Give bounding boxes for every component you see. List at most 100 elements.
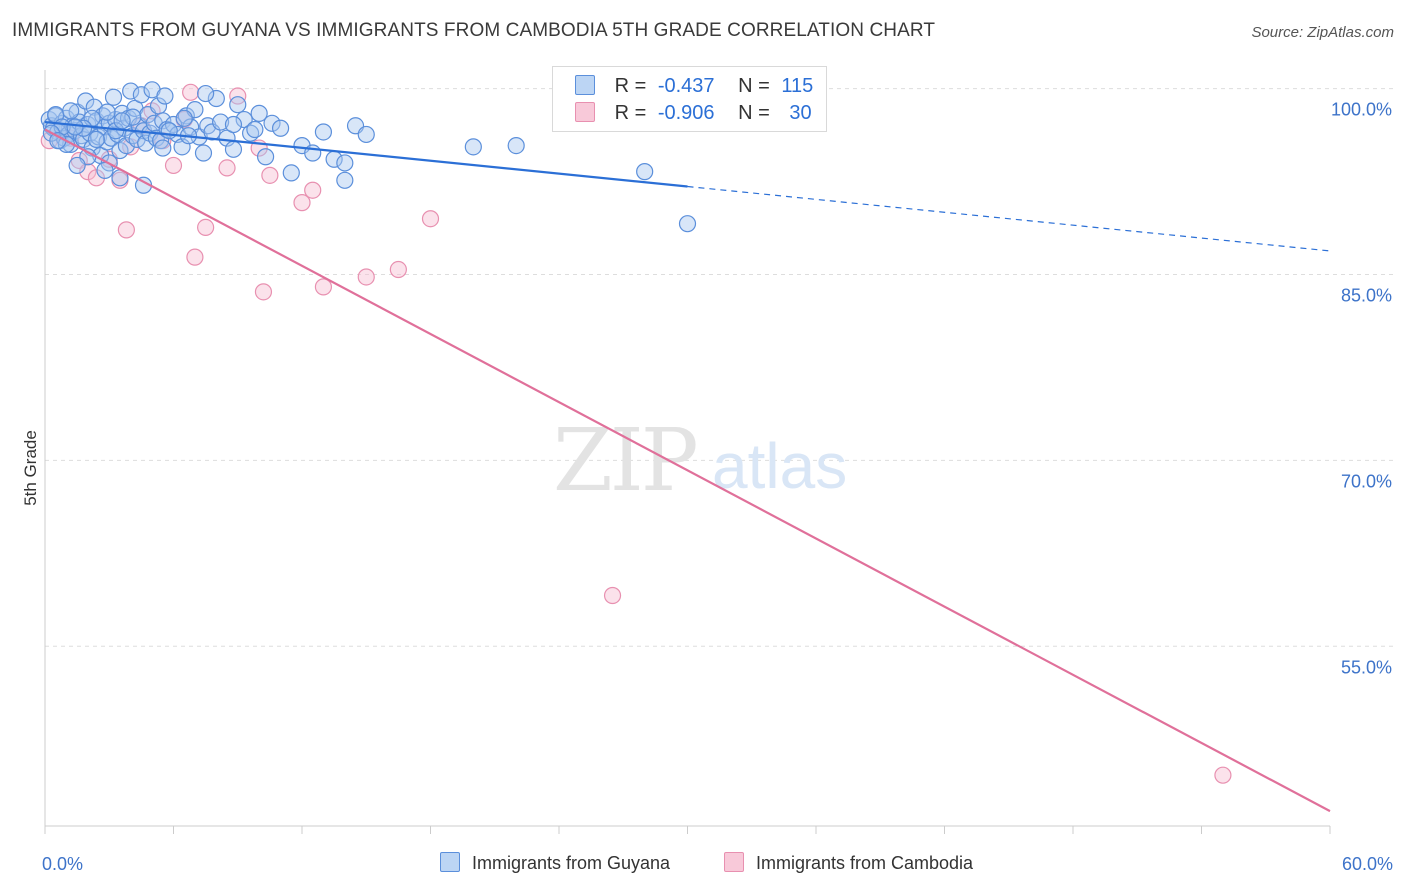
guyana-swatch (575, 75, 595, 95)
n-label: N = (738, 75, 770, 97)
guyana-data-point (49, 132, 67, 150)
watermark: ZIP atlas (553, 411, 847, 511)
legend-guyana-label: Immigrants from Guyana (472, 853, 671, 873)
cambodia-data-point (261, 166, 279, 184)
cambodia-data-point (197, 218, 215, 236)
guyana-data-point (250, 104, 268, 122)
guyana-data-point (66, 118, 84, 136)
axes (44, 70, 1331, 834)
guyana-data-point (89, 128, 108, 146)
guyana-data-point (336, 154, 354, 172)
guyana-data-point (77, 92, 95, 110)
cambodia-data-point (293, 194, 311, 212)
r-label: R = (614, 102, 647, 124)
guyana-data-point (678, 215, 697, 233)
n-value: 115 (781, 75, 814, 97)
cambodia-trend-line (44, 128, 1331, 813)
cambodia-data-point (164, 156, 183, 175)
cambodia-swatch (575, 102, 595, 122)
guyana-data-point (246, 120, 264, 139)
cambodia-data-point (314, 278, 333, 296)
chart-title: IMMIGRANTS FROM GUYANA VS IMMIGRANTS FRO… (12, 20, 936, 41)
grid-lines (45, 88, 1395, 647)
guyana-data-point (160, 122, 178, 140)
guyana-data-point (224, 140, 243, 158)
guyana-data-point (177, 107, 195, 125)
n-label: N = (738, 102, 770, 124)
watermark-zip: ZIP (553, 411, 696, 511)
guyana-data-point (212, 113, 230, 131)
tick-labels: 100.0% 85.0% 70.0% 55.0% 0.0% 60.0% (42, 100, 1393, 874)
cambodia-data-point (229, 87, 247, 105)
x-tick-label: 60.0% (1342, 854, 1393, 874)
guyana-data-point (636, 163, 654, 181)
y-tick-label: 55.0% (1341, 657, 1392, 677)
guyana-data-point (194, 144, 213, 162)
guyana-data-point (74, 119, 93, 137)
cambodia-data-point (254, 283, 273, 301)
r-value: -0.437 (657, 75, 715, 97)
cambodia-data-point (389, 260, 407, 279)
guyana-data-point (122, 82, 140, 100)
cambodia-data-point (117, 221, 135, 239)
legend-guyana: Immigrants from Guyana (440, 852, 670, 874)
legend-row-guyana: R = -0.437 N = 115 (575, 75, 813, 99)
guyana-data-point (175, 109, 193, 127)
guyana-data-point (156, 87, 174, 105)
guyana-data-point (98, 103, 116, 121)
y-tick-label: 85.0% (1341, 285, 1392, 305)
trend-lines (44, 120, 1331, 813)
r-value: -0.906 (657, 102, 715, 124)
guyana-data-point (256, 148, 275, 166)
guyana-data-point (314, 123, 333, 141)
cambodia-data-point (182, 83, 200, 101)
guyana-data-point (154, 112, 172, 130)
guyana-data-point (113, 112, 131, 130)
guyana-data-point (137, 134, 155, 152)
legend-row-cambodia: R = -0.906 N = 30 (575, 102, 812, 126)
r-label: R = (614, 75, 647, 97)
guyana-data-point (68, 156, 86, 175)
guyana-trend-extension (687, 185, 1331, 252)
source-label: Source: ZipAtlas.com (1251, 24, 1394, 41)
guyana-data-point (263, 114, 281, 132)
cambodia-data-point (186, 248, 204, 266)
cambodia-data-point (357, 268, 375, 286)
watermark-atlas: atlas (712, 430, 847, 502)
cambodia-data-point (304, 181, 322, 199)
guyana-data-point (132, 86, 150, 104)
guyana-data-point (336, 171, 354, 189)
cambodia-swatch (724, 852, 744, 872)
guyana-data-point (464, 138, 482, 156)
guyana-data-point (271, 119, 290, 137)
cambodia-data-point (79, 163, 97, 181)
guyana-trend-line (44, 120, 688, 188)
y-axis-label: 5th Grade (21, 430, 40, 506)
guyana-data-point (124, 108, 142, 126)
stats-legend: R = -0.437 N = 115 R = -0.906 N = 30 (552, 66, 827, 132)
guyana-data-point (507, 137, 525, 155)
guyana-data-point (87, 130, 106, 149)
cambodia-data-point (1214, 766, 1232, 784)
cambodia-data-point (421, 210, 440, 228)
guyana-data-point (154, 139, 172, 157)
x-tick-label: 0.0% (42, 854, 83, 874)
guyana-data-point (229, 96, 247, 114)
guyana-data-point (282, 164, 300, 182)
n-value: 30 (789, 102, 812, 124)
y-tick-label: 100.0% (1331, 100, 1392, 120)
guyana-data-point (207, 89, 225, 108)
legend-cambodia: Immigrants from Cambodia (724, 852, 973, 874)
guyana-swatch (440, 852, 460, 872)
guyana-data-point (117, 137, 135, 155)
y-tick-label: 70.0% (1341, 471, 1392, 491)
guyana-data-point (197, 84, 215, 103)
cambodia-data-point (603, 586, 622, 605)
guyana-data-point (62, 102, 80, 120)
legend-cambodia-label: Immigrants from Cambodia (756, 853, 974, 873)
cambodia-data-point (218, 159, 236, 177)
guyana-data-point (104, 88, 123, 106)
guyana-data-point (224, 115, 243, 134)
guyana-data-point (357, 125, 375, 144)
